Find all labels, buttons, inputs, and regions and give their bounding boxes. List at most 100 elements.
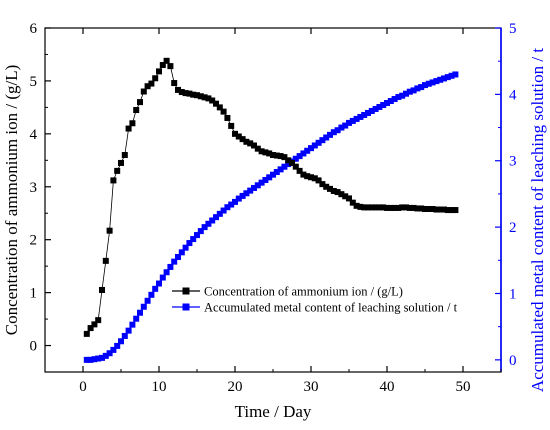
data-point-metal bbox=[243, 190, 250, 197]
x-axis-label: Time / Day bbox=[235, 402, 312, 421]
data-point-metal bbox=[235, 195, 242, 202]
data-point-ammonium bbox=[144, 83, 151, 90]
data-point-metal bbox=[262, 176, 269, 183]
data-point-ammonium bbox=[129, 120, 136, 127]
data-point-ammonium bbox=[137, 99, 143, 106]
series-line-metal bbox=[86, 74, 456, 361]
data-point-ammonium bbox=[365, 204, 371, 211]
data-point-ammonium bbox=[406, 204, 413, 211]
data-point-metal bbox=[190, 236, 197, 243]
legend-label: Accumulated metal content of leaching so… bbox=[204, 301, 458, 315]
data-point-metal bbox=[99, 354, 105, 361]
data-point-metal bbox=[368, 107, 375, 114]
data-point-metal bbox=[406, 88, 413, 95]
data-point-metal bbox=[83, 356, 90, 363]
data-point-metal bbox=[353, 115, 360, 122]
data-point-ammonium bbox=[125, 125, 132, 132]
data-point-ammonium bbox=[254, 145, 261, 152]
data-point-ammonium bbox=[216, 104, 223, 111]
data-point-metal bbox=[441, 75, 447, 82]
data-point-metal bbox=[114, 342, 121, 349]
data-point-ammonium bbox=[186, 90, 193, 97]
data-point-ammonium bbox=[99, 286, 105, 293]
data-point-metal bbox=[167, 263, 174, 270]
data-point-ammonium bbox=[209, 97, 216, 104]
data-point-metal bbox=[399, 92, 406, 99]
data-point-metal bbox=[296, 153, 303, 160]
data-point-metal bbox=[300, 150, 307, 157]
data-point-metal bbox=[418, 84, 425, 91]
data-point-metal bbox=[140, 303, 147, 310]
data-point-metal bbox=[425, 80, 432, 87]
data-point-ammonium bbox=[262, 149, 269, 156]
data-point-ammonium bbox=[437, 206, 444, 213]
x-tick-label: 0 bbox=[79, 379, 87, 395]
data-point-metal bbox=[258, 179, 265, 186]
y-right-tick-label: 1 bbox=[509, 286, 517, 302]
data-point-ammonium bbox=[422, 205, 428, 212]
data-point-ammonium bbox=[414, 205, 421, 212]
data-point-metal bbox=[311, 142, 318, 149]
data-point-ammonium bbox=[372, 204, 379, 211]
data-point-ammonium bbox=[239, 136, 246, 143]
data-point-metal bbox=[304, 147, 311, 154]
data-point-ammonium bbox=[159, 62, 166, 69]
data-point-metal bbox=[239, 192, 246, 199]
data-point-metal bbox=[121, 332, 128, 339]
data-point-metal bbox=[247, 187, 254, 194]
y-right-tick-label: 4 bbox=[509, 87, 517, 103]
data-point-metal bbox=[384, 99, 390, 106]
data-point-ammonium bbox=[194, 92, 200, 99]
data-point-ammonium bbox=[376, 204, 383, 211]
data-point-metal bbox=[342, 122, 349, 129]
data-point-ammonium bbox=[346, 195, 352, 202]
data-point-ammonium bbox=[357, 203, 364, 210]
data-point-metal bbox=[91, 356, 98, 363]
data-point-metal bbox=[270, 171, 276, 178]
data-point-ammonium bbox=[251, 142, 257, 149]
data-point-ammonium bbox=[83, 330, 90, 337]
data-point-ammonium bbox=[399, 204, 406, 211]
data-point-ammonium bbox=[133, 107, 140, 114]
data-point-metal bbox=[414, 85, 421, 92]
legend-marker bbox=[182, 303, 190, 311]
data-point-metal bbox=[163, 269, 170, 276]
y-left-tick-label: 6 bbox=[30, 21, 38, 37]
data-point-ammonium bbox=[311, 175, 318, 182]
data-point-ammonium bbox=[224, 114, 231, 121]
data-point-metal bbox=[156, 280, 162, 287]
data-point-ammonium bbox=[300, 171, 307, 178]
data-point-ammonium bbox=[175, 86, 181, 93]
data-point-metal bbox=[95, 355, 102, 362]
data-point-metal bbox=[323, 134, 330, 141]
x-tick-label: 30 bbox=[304, 379, 319, 395]
y-left-tick-label: 5 bbox=[30, 74, 38, 90]
data-point-metal bbox=[232, 198, 238, 205]
data-point-ammonium bbox=[182, 90, 189, 97]
data-point-ammonium bbox=[102, 257, 109, 264]
data-point-metal bbox=[220, 207, 227, 214]
data-point-ammonium bbox=[152, 75, 159, 82]
data-point-ammonium bbox=[319, 181, 326, 188]
data-point-ammonium bbox=[403, 204, 409, 211]
data-point-ammonium bbox=[91, 321, 98, 328]
data-point-ammonium bbox=[220, 108, 227, 115]
data-point-metal bbox=[205, 220, 212, 227]
data-point-metal bbox=[266, 174, 273, 181]
data-point-ammonium bbox=[441, 206, 447, 213]
data-point-ammonium bbox=[258, 148, 265, 155]
data-point-metal bbox=[349, 117, 356, 124]
data-point-metal bbox=[327, 131, 333, 138]
data-point-ammonium bbox=[342, 193, 349, 200]
data-point-ammonium bbox=[232, 130, 238, 137]
data-point-metal bbox=[148, 291, 155, 298]
data-point-metal bbox=[186, 240, 193, 247]
data-point-metal bbox=[106, 350, 113, 357]
data-point-ammonium bbox=[410, 204, 417, 211]
data-point-metal bbox=[216, 210, 223, 217]
data-point-metal bbox=[380, 101, 387, 108]
data-point-ammonium bbox=[95, 317, 102, 324]
x-tick-label: 10 bbox=[152, 379, 167, 395]
data-point-metal bbox=[129, 321, 136, 328]
data-point-metal bbox=[281, 163, 288, 170]
